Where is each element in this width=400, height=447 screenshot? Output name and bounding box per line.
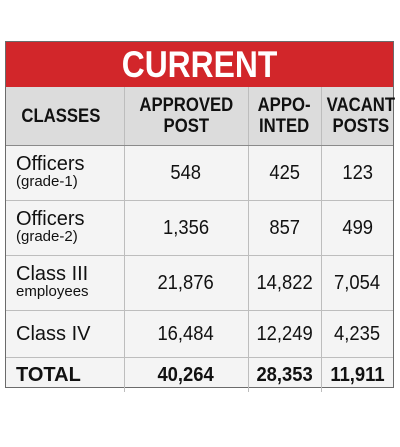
row-label: Class IV	[6, 310, 125, 358]
table-row-officers-grade-1: Officers (grade-1) 548 425 123	[6, 145, 393, 201]
cell-vacant: 7,054	[321, 255, 393, 311]
cell-approved: 21,876	[124, 255, 249, 311]
cell-appointed: 857	[248, 200, 322, 256]
cell-vacant: 123	[321, 145, 393, 201]
cell-approved: 1,356	[124, 200, 249, 256]
table-title-bar: CURRENT MANPOWER	[6, 42, 393, 130]
row-label: Class III employees	[6, 255, 125, 311]
header-approved-post: APPROVED POST	[124, 87, 249, 146]
table-header-row: CLASSES APPROVED POST APPO- INTED VACANT PO…	[6, 87, 395, 146]
cell-vacant: 499	[321, 200, 393, 256]
header-vacant-posts: VACANT POSTS	[321, 87, 395, 146]
total-vacant: 11,911	[321, 357, 393, 392]
cell-approved: 16,484	[124, 310, 249, 358]
header-appointed: APPO- INTED	[248, 87, 322, 146]
cell-approved: 548	[124, 145, 249, 201]
cell-appointed: 425	[248, 145, 322, 201]
cell-appointed: 12,249	[248, 310, 322, 358]
row-label: Officers (grade-2)	[6, 200, 125, 256]
total-approved: 40,264	[124, 357, 249, 392]
table-row-officers-grade-2: Officers (grade-2) 1,356 857 499	[6, 200, 393, 256]
table-row-class-iv: Class IV 16,484 12,249 4,235	[6, 310, 393, 358]
total-appointed: 28,353	[248, 357, 322, 392]
manpower-table: CLASSES APPROVED POST APPO- INTED VACANT PO…	[6, 87, 395, 392]
row-label: Officers (grade-1)	[6, 145, 125, 201]
table-row-class-iii: Class III employees 21,876 14,822 7,054	[6, 255, 393, 311]
header-classes: CLASSES	[6, 87, 125, 146]
cell-vacant: 4,235	[321, 310, 393, 358]
cell-appointed: 14,822	[248, 255, 322, 311]
table-row-total: TOTAL 40,264 28,353 11,911	[6, 357, 393, 392]
total-label: TOTAL	[6, 357, 125, 392]
